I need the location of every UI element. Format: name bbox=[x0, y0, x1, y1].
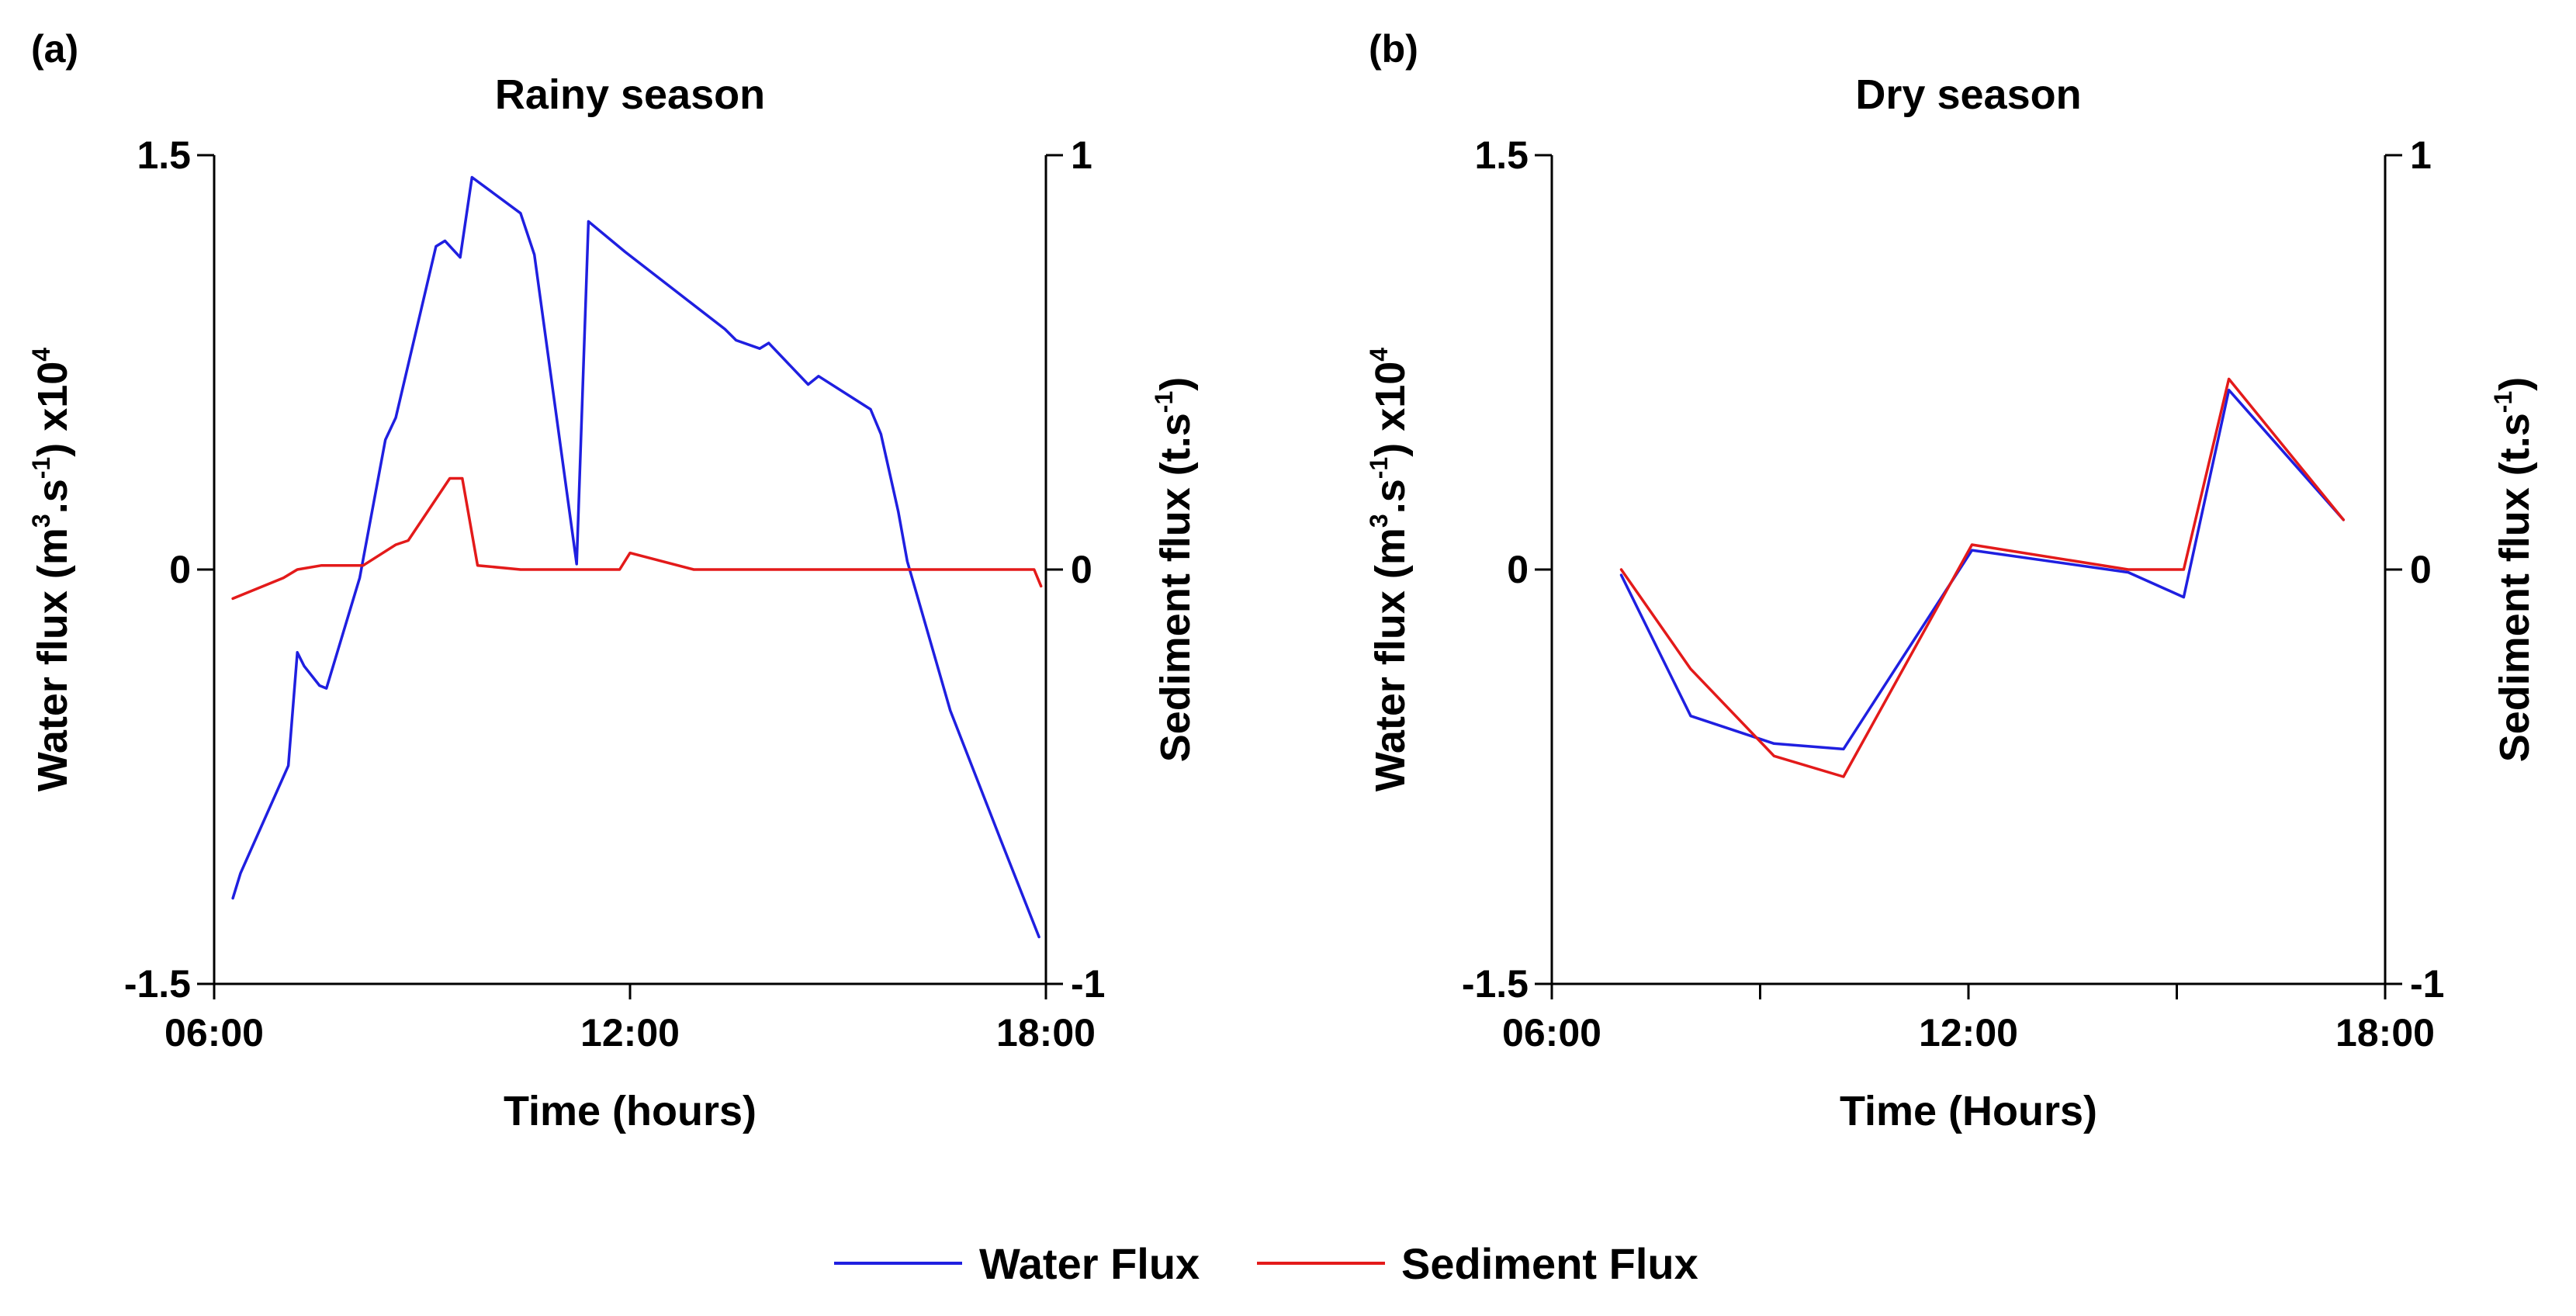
legend: Water Flux Sediment Flux bbox=[834, 1239, 1698, 1288]
series-line-water-flux bbox=[231, 175, 1040, 939]
y-left-title-text: ) x10 bbox=[1367, 362, 1414, 457]
y-axis-left-title: Water flux (m3.s-1) x104 bbox=[1365, 348, 1414, 791]
series-line-water-flux bbox=[1619, 388, 2346, 751]
y-right-tick-label: 1 bbox=[1071, 133, 1092, 177]
legend-label: Water Flux bbox=[979, 1239, 1200, 1288]
y-left-title-sup: -1 bbox=[1365, 457, 1393, 479]
y-axis-left-title: Water flux (m3.s-1) x104 bbox=[27, 348, 76, 791]
x-tick-label: 18:00 bbox=[2335, 1011, 2435, 1055]
y-axis-right-title: Sediment flux (t.s-1) bbox=[2489, 377, 2538, 763]
x-tick-label: 06:00 bbox=[1502, 1011, 1601, 1055]
y-left-tick-label: 1.5 bbox=[137, 133, 191, 177]
y-left-tick-label: 0 bbox=[169, 548, 191, 591]
y-left-title-sup: 4 bbox=[1365, 348, 1393, 362]
y-right-title-sup: -1 bbox=[1150, 391, 1178, 413]
chart-panel-a: (a) Rainy season 1.5 0 -1.5 1 0 -1 06:00 12:00 18:… bbox=[27, 27, 1199, 1134]
y-left-tick-label: -1.5 bbox=[1462, 962, 1529, 1006]
panel-label: (a) bbox=[31, 27, 78, 71]
series-line-sediment-flux bbox=[231, 476, 1043, 601]
y-left-title-text: ) x10 bbox=[29, 362, 76, 457]
y-left-title-text: Water flux (m bbox=[29, 528, 76, 791]
y-right-tick-label: 0 bbox=[1071, 548, 1092, 591]
y-left-tick-label: 0 bbox=[1507, 548, 1529, 591]
chart-title: Rainy season bbox=[495, 71, 765, 118]
y-right-tick-label: 0 bbox=[2410, 548, 2432, 591]
series-line-sediment-flux bbox=[1619, 377, 2346, 778]
y-left-title-text: .s bbox=[1367, 479, 1414, 514]
x-tick-label: 06:00 bbox=[164, 1011, 264, 1055]
x-axis-title: Time (Hours) bbox=[1840, 1088, 2097, 1134]
y-right-tick-label: -1 bbox=[1071, 962, 1105, 1006]
x-tick-label: 18:00 bbox=[996, 1011, 1096, 1055]
x-tick-label: 12:00 bbox=[1919, 1011, 2018, 1055]
legend-item-sediment-flux: Sediment Flux bbox=[1257, 1239, 1698, 1288]
panel-label: (b) bbox=[1369, 27, 1418, 71]
legend-label: Sediment Flux bbox=[1401, 1239, 1698, 1288]
y-right-title-text: ) bbox=[1152, 377, 1199, 391]
x-axis-title: Time (hours) bbox=[504, 1088, 757, 1134]
y-left-tick-label: -1.5 bbox=[124, 962, 191, 1006]
y-left-title-text: Water flux (m bbox=[1367, 528, 1414, 791]
y-right-tick-label: -1 bbox=[2410, 962, 2444, 1006]
y-left-title-sup: 4 bbox=[27, 348, 55, 362]
y-left-title-text: .s bbox=[29, 479, 76, 514]
x-tick-label: 12:00 bbox=[580, 1011, 680, 1055]
y-right-title-text: Sediment flux (t.s bbox=[1152, 413, 1199, 762]
y-right-title-text: ) bbox=[2491, 377, 2538, 391]
y-left-title-sup: 3 bbox=[1365, 514, 1393, 528]
y-right-title-sup: -1 bbox=[2489, 391, 2517, 413]
y-right-title-text: Sediment flux (t.s bbox=[2491, 413, 2538, 762]
y-axis-right-title: Sediment flux (t.s-1) bbox=[1150, 377, 1199, 763]
y-right-tick-label: 1 bbox=[2410, 133, 2432, 177]
legend-item-water-flux: Water Flux bbox=[834, 1239, 1200, 1288]
chart-title: Dry season bbox=[1855, 71, 2081, 118]
y-left-title-sup: 3 bbox=[27, 514, 55, 528]
chart-panel-b: (b) Dry season 1.5 0 -1.5 1 0 -1 06:00 12:00 18:00… bbox=[1365, 27, 2538, 1134]
y-left-title-sup: -1 bbox=[27, 457, 55, 479]
y-left-tick-label: 1.5 bbox=[1474, 133, 1529, 177]
